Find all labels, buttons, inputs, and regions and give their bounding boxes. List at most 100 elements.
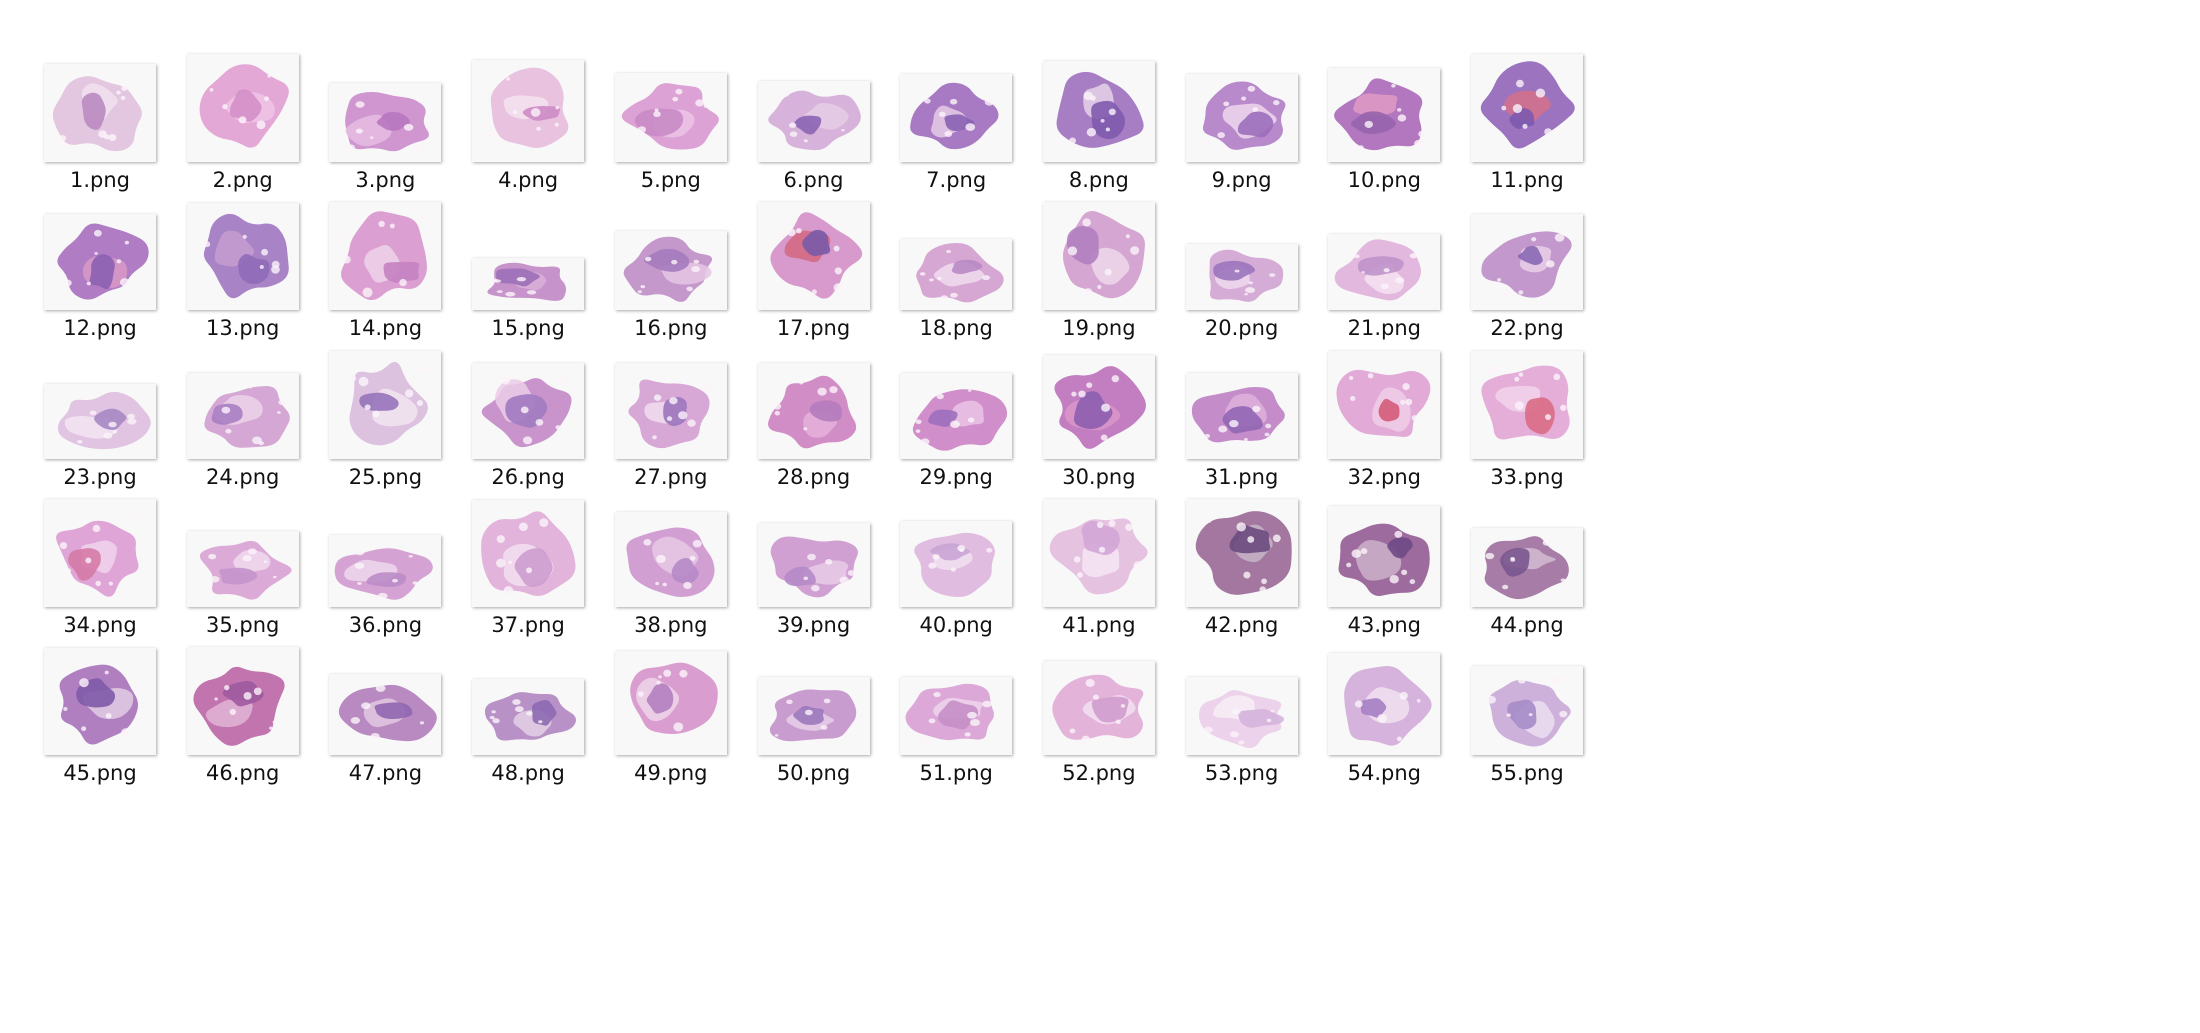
file-item[interactable]: 48.png bbox=[428, 595, 628, 795]
file-item[interactable]: 45.png bbox=[0, 595, 200, 795]
file-item[interactable]: 21.png bbox=[1284, 150, 1484, 350]
tissue-void bbox=[940, 295, 949, 301]
file-name-label: 4.png bbox=[498, 168, 559, 192]
file-item[interactable]: 12.png bbox=[0, 150, 200, 350]
file-item[interactable]: 25.png bbox=[285, 299, 485, 499]
tissue-void bbox=[373, 410, 381, 417]
file-item[interactable]: 22.png bbox=[1427, 150, 1627, 350]
file-item[interactable]: 44.png bbox=[1427, 447, 1627, 647]
file-item[interactable]: 37.png bbox=[428, 447, 628, 647]
thumbnail-frame bbox=[143, 2, 343, 162]
tissue-image bbox=[1052, 673, 1144, 743]
file-item[interactable]: 32.png bbox=[1284, 299, 1484, 499]
file-item[interactable]: 38.png bbox=[571, 447, 771, 647]
file-item[interactable]: 3.png bbox=[285, 2, 485, 202]
file-item[interactable]: 54.png bbox=[1284, 595, 1484, 795]
file-item[interactable]: 40.png bbox=[856, 447, 1056, 647]
tissue-void bbox=[1560, 404, 1567, 411]
file-item[interactable]: 17.png bbox=[714, 150, 914, 350]
tissue-void bbox=[238, 116, 247, 124]
tissue-region-dark bbox=[643, 249, 690, 273]
tissue-void bbox=[1514, 376, 1520, 382]
file-item[interactable]: 11.png bbox=[1427, 2, 1627, 202]
tissue-void bbox=[417, 399, 424, 406]
file-item[interactable]: 47.png bbox=[285, 595, 485, 795]
file-item[interactable]: 49.png bbox=[571, 595, 771, 795]
file-item[interactable]: 23.png bbox=[0, 299, 200, 499]
file-item[interactable]: 33.png bbox=[1427, 299, 1627, 499]
tissue-region-dark bbox=[783, 566, 816, 587]
tissue-void bbox=[526, 290, 537, 295]
file-item[interactable]: 5.png bbox=[571, 2, 771, 202]
tissue-void bbox=[229, 708, 236, 716]
tissue-void bbox=[1560, 578, 1566, 582]
tissue-void bbox=[656, 681, 661, 685]
tissue-void bbox=[921, 87, 928, 93]
file-name-label: 51.png bbox=[919, 761, 993, 786]
file-item[interactable]: 29.png bbox=[856, 299, 1056, 499]
file-item[interactable]: 41.png bbox=[999, 447, 1199, 647]
tissue-void bbox=[496, 534, 506, 543]
file-item[interactable]: 43.png bbox=[1284, 447, 1484, 647]
file-item[interactable]: 34.png bbox=[0, 447, 200, 647]
file-item[interactable]: 36.png bbox=[285, 447, 485, 647]
file-item[interactable]: 35.png bbox=[143, 447, 343, 647]
file-item[interactable]: 20.png bbox=[1142, 150, 1342, 350]
file-item[interactable]: 53.png bbox=[1142, 595, 1342, 795]
tissue-void bbox=[251, 436, 262, 444]
thumbnail-frame bbox=[999, 2, 1199, 162]
tissue-image bbox=[481, 511, 576, 596]
tissue-image bbox=[916, 243, 1004, 303]
file-item[interactable]: 30.png bbox=[999, 299, 1199, 499]
file-item[interactable]: 19.png bbox=[999, 150, 1199, 350]
tissue-void bbox=[1489, 364, 1500, 374]
file-item[interactable]: 50.png bbox=[714, 595, 914, 795]
file-item[interactable]: 55.png bbox=[1427, 595, 1627, 795]
tissue-void bbox=[950, 98, 958, 105]
tissue-region-dark bbox=[211, 403, 243, 425]
file-item[interactable]: 51.png bbox=[856, 595, 1056, 795]
file-name-label: 50.png bbox=[776, 761, 851, 786]
file-item[interactable]: 9.png bbox=[1142, 2, 1342, 202]
file-name-label: 42.png bbox=[1204, 612, 1279, 637]
file-item[interactable]: 1.png bbox=[0, 2, 200, 202]
file-item[interactable]: 4.png bbox=[428, 2, 628, 202]
tissue-void bbox=[843, 732, 851, 738]
thumbnail-frame bbox=[714, 2, 914, 162]
file-item[interactable]: 26.png bbox=[428, 299, 628, 499]
image-thumbnail bbox=[329, 350, 442, 459]
file-item[interactable]: 27.png bbox=[571, 299, 771, 499]
file-item[interactable]: 14.png bbox=[285, 150, 485, 350]
file-item[interactable]: 28.png bbox=[714, 299, 914, 499]
file-item[interactable]: 13.png bbox=[143, 150, 343, 350]
file-name-label: 37.png bbox=[491, 612, 565, 637]
tissue-void bbox=[1485, 552, 1495, 560]
file-item[interactable]: 46.png bbox=[143, 595, 343, 795]
file-item[interactable]: 39.png bbox=[714, 447, 914, 647]
tissue-void bbox=[677, 410, 688, 419]
tissue-void bbox=[1559, 711, 1568, 718]
tissue-void bbox=[116, 90, 121, 95]
image-thumbnail bbox=[1185, 74, 1298, 162]
file-item[interactable]: 18.png bbox=[856, 150, 1056, 350]
file-item[interactable]: 7.png bbox=[856, 2, 1056, 202]
file-item[interactable]: 16.png bbox=[571, 150, 771, 350]
file-item[interactable]: 2.png bbox=[143, 2, 343, 202]
thumbnail-frame bbox=[1142, 2, 1342, 162]
file-item[interactable]: 6.png bbox=[714, 2, 914, 202]
file-item[interactable]: 52.png bbox=[999, 595, 1199, 795]
file-item[interactable]: 8.png bbox=[999, 2, 1199, 202]
file-item[interactable]: 15.png bbox=[428, 150, 628, 350]
file-item[interactable]: 42.png bbox=[1142, 447, 1342, 647]
file-item[interactable]: 24.png bbox=[143, 299, 343, 499]
tissue-void bbox=[780, 90, 789, 97]
tissue-void bbox=[1086, 127, 1096, 137]
tissue-void bbox=[1514, 400, 1524, 410]
tissue-image bbox=[1198, 690, 1284, 749]
file-item[interactable]: 10.png bbox=[1284, 2, 1484, 202]
thumbnail-frame bbox=[1142, 447, 1342, 607]
file-item[interactable]: 31.png bbox=[1142, 299, 1342, 499]
tissue-region-dark bbox=[1509, 107, 1535, 130]
tissue-void bbox=[810, 584, 820, 592]
image-thumbnail bbox=[1471, 666, 1583, 756]
